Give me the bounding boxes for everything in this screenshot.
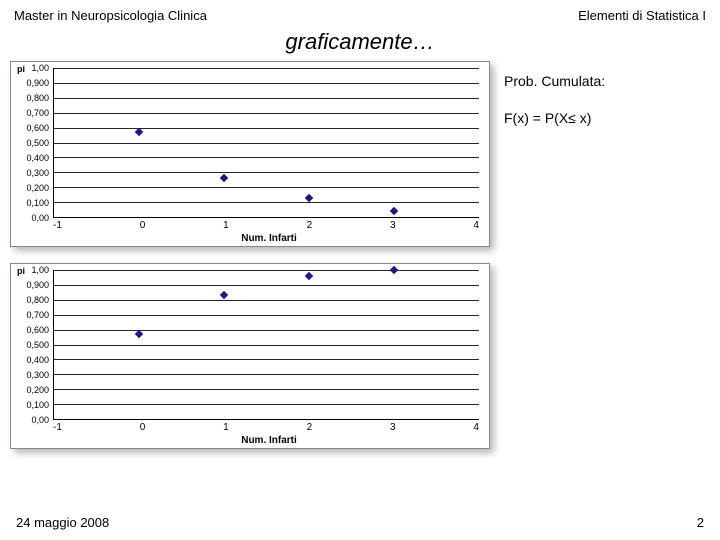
header-right: Elementi di Statistica I <box>578 8 706 23</box>
x-tick: 3 <box>390 220 396 231</box>
gridline <box>54 83 479 84</box>
slide-header: Master in Neuropsicologia Clinica Elemen… <box>0 0 720 27</box>
main-content: pi 1,000,9000,8000,7000,6000,5000,4000,3… <box>0 61 720 465</box>
data-point <box>135 330 143 338</box>
x-tick-labels: -1 0 1 2 3 4 <box>53 218 479 231</box>
plot-area <box>53 270 479 420</box>
footer-date: 24 maggio 2008 <box>16 515 109 530</box>
x-tick: 1 <box>223 422 229 433</box>
gridline <box>54 143 479 144</box>
gridline <box>54 330 479 331</box>
gridline <box>54 202 479 203</box>
data-point <box>220 291 228 299</box>
y-tick: 0,700 <box>26 108 49 118</box>
x-tick: 4 <box>473 422 479 433</box>
cumulative-prob-label: Prob. Cumulata: <box>504 69 605 94</box>
pmf-plot: pi 1,000,9000,8000,7000,6000,5000,4000,3… <box>53 68 479 218</box>
y-tick: 0,200 <box>26 183 49 193</box>
x-axis-title: Num. Infarti <box>53 435 485 446</box>
gridline <box>54 68 479 69</box>
x-tick: 4 <box>473 220 479 231</box>
x-axis-title: Num. Infarti <box>53 233 485 244</box>
y-tick: 1,00 <box>31 265 49 275</box>
cdf-plot: pi 1,000,9000,8000,7000,6000,5000,4000,3… <box>53 270 479 420</box>
y-tick-labels: 1,000,9000,8000,7000,6000,5000,4000,3000… <box>17 68 51 218</box>
data-point <box>305 193 313 201</box>
x-tick: 1 <box>223 220 229 231</box>
cdf-formula: F(x) = P(X≤ x) <box>504 106 605 131</box>
gridline <box>54 315 479 316</box>
y-tick: 0,900 <box>26 280 49 290</box>
data-point <box>390 266 398 274</box>
y-tick-labels: 1,000,9000,8000,7000,6000,5000,4000,3000… <box>17 270 51 420</box>
data-point <box>220 174 228 182</box>
data-point <box>390 207 398 215</box>
y-tick: 0,800 <box>26 93 49 103</box>
cdf-chart: pi 1,000,9000,8000,7000,6000,5000,4000,3… <box>10 263 490 449</box>
y-tick: 0,400 <box>26 153 49 163</box>
y-tick: 0,00 <box>31 213 49 223</box>
slide-title: graficamente… <box>0 27 720 61</box>
y-tick: 0,900 <box>26 78 49 88</box>
y-tick: 0,300 <box>26 168 49 178</box>
x-tick: 3 <box>390 422 396 433</box>
header-left: Master in Neuropsicologia Clinica <box>14 8 207 23</box>
gridline <box>54 98 479 99</box>
x-tick: 0 <box>140 422 146 433</box>
data-point <box>135 128 143 136</box>
gridline <box>54 300 479 301</box>
x-tick: -1 <box>53 220 62 231</box>
gridline <box>54 285 479 286</box>
x-tick: 2 <box>307 422 313 433</box>
y-tick: 0,00 <box>31 415 49 425</box>
gridline <box>54 404 479 405</box>
gridline <box>54 113 479 114</box>
y-tick: 0,100 <box>26 198 49 208</box>
y-tick: 0,600 <box>26 325 49 335</box>
y-tick: 0,200 <box>26 385 49 395</box>
y-tick: 0,400 <box>26 355 49 365</box>
x-tick: -1 <box>53 422 62 433</box>
gridline <box>54 270 479 271</box>
gridline <box>54 157 479 158</box>
y-tick: 0,500 <box>26 340 49 350</box>
footer-page-number: 2 <box>697 515 704 530</box>
gridline <box>54 389 479 390</box>
charts-column: pi 1,000,9000,8000,7000,6000,5000,4000,3… <box>10 61 490 465</box>
slide-footer: 24 maggio 2008 2 <box>0 515 720 530</box>
y-tick: 0,300 <box>26 370 49 380</box>
x-tick-labels: -1 0 1 2 3 4 <box>53 420 479 433</box>
x-tick: 0 <box>140 220 146 231</box>
gridline <box>54 172 479 173</box>
y-tick: 1,00 <box>31 63 49 73</box>
gridline <box>54 187 479 188</box>
y-tick: 0,600 <box>26 123 49 133</box>
gridline <box>54 374 479 375</box>
x-tick: 2 <box>307 220 313 231</box>
y-tick: 0,100 <box>26 400 49 410</box>
y-tick: 0,500 <box>26 138 49 148</box>
annotation-column: Prob. Cumulata: F(x) = P(X≤ x) <box>490 61 605 465</box>
pmf-chart: pi 1,000,9000,8000,7000,6000,5000,4000,3… <box>10 61 490 247</box>
plot-area <box>53 68 479 218</box>
gridline <box>54 359 479 360</box>
gridline <box>54 128 479 129</box>
data-point <box>305 272 313 280</box>
gridline <box>54 345 479 346</box>
y-tick: 0,700 <box>26 310 49 320</box>
y-tick: 0,800 <box>26 295 49 305</box>
